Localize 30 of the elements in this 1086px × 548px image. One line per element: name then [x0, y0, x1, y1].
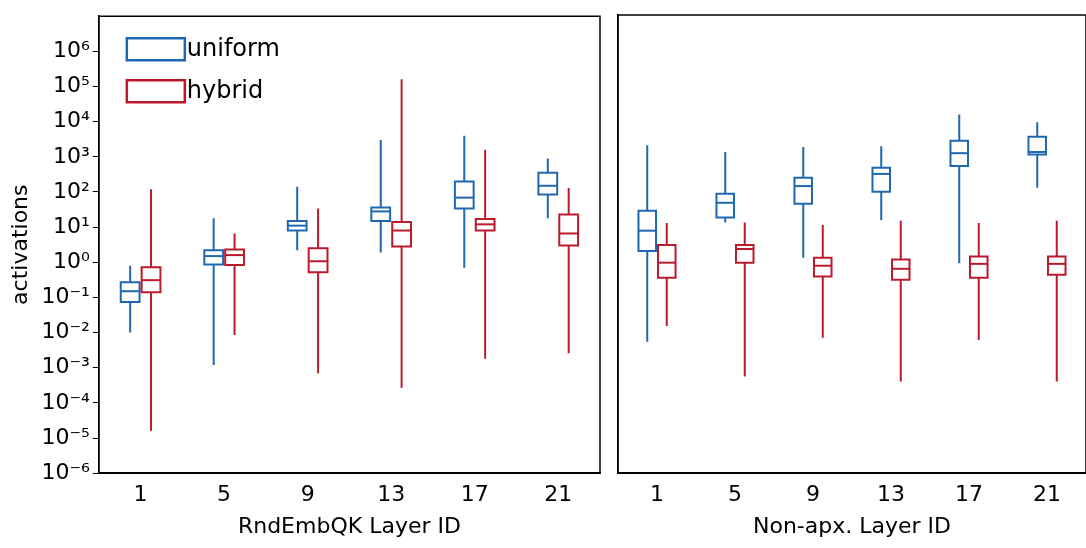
x-axis-title: Non-apx. Layer ID [752, 512, 952, 538]
x-axis-title: RndEmbQK Layer ID [237, 512, 461, 538]
x-tick-label: 21 [544, 481, 573, 507]
y-tick-label: 10⁻³ [41, 353, 90, 379]
x-tick-label: 5 [728, 481, 742, 507]
x-tick-label: 5 [217, 481, 232, 507]
y-tick-label: 10⁵ [53, 72, 90, 98]
legend-label: hybrid [186, 76, 264, 105]
y-tick-label: 10⁻¹ [41, 283, 90, 309]
x-tick-label: 17 [460, 481, 489, 507]
y-tick-label: 10⁶ [53, 37, 90, 63]
x-tick-label: 13 [877, 481, 905, 507]
y-tick-label: 10³ [53, 142, 90, 168]
x-tick-label: 17 [955, 481, 983, 507]
y-axis-title: activations [6, 184, 32, 305]
x-tick-label: 9 [300, 481, 315, 507]
y-tick-label: 10⁻² [41, 318, 90, 344]
legend-label: uniform [186, 34, 280, 63]
y-tick-label: 10² [53, 177, 90, 203]
x-tick-label: 1 [650, 481, 664, 507]
y-tick-label: 10¹ [53, 212, 90, 238]
x-tick-label: 13 [377, 481, 406, 507]
y-tick-label: 10⁰ [53, 248, 90, 273]
x-tick-label: 1 [133, 481, 148, 507]
y-tick-label: 10⁴ [53, 107, 90, 133]
y-tick-label: 10⁻⁶ [41, 458, 90, 484]
x-tick-label: 21 [1033, 481, 1061, 507]
x-tick-label: 9 [806, 481, 820, 507]
y-tick-label: 10⁻⁵ [41, 423, 90, 449]
y-tick-label: 10⁻⁴ [41, 388, 90, 414]
